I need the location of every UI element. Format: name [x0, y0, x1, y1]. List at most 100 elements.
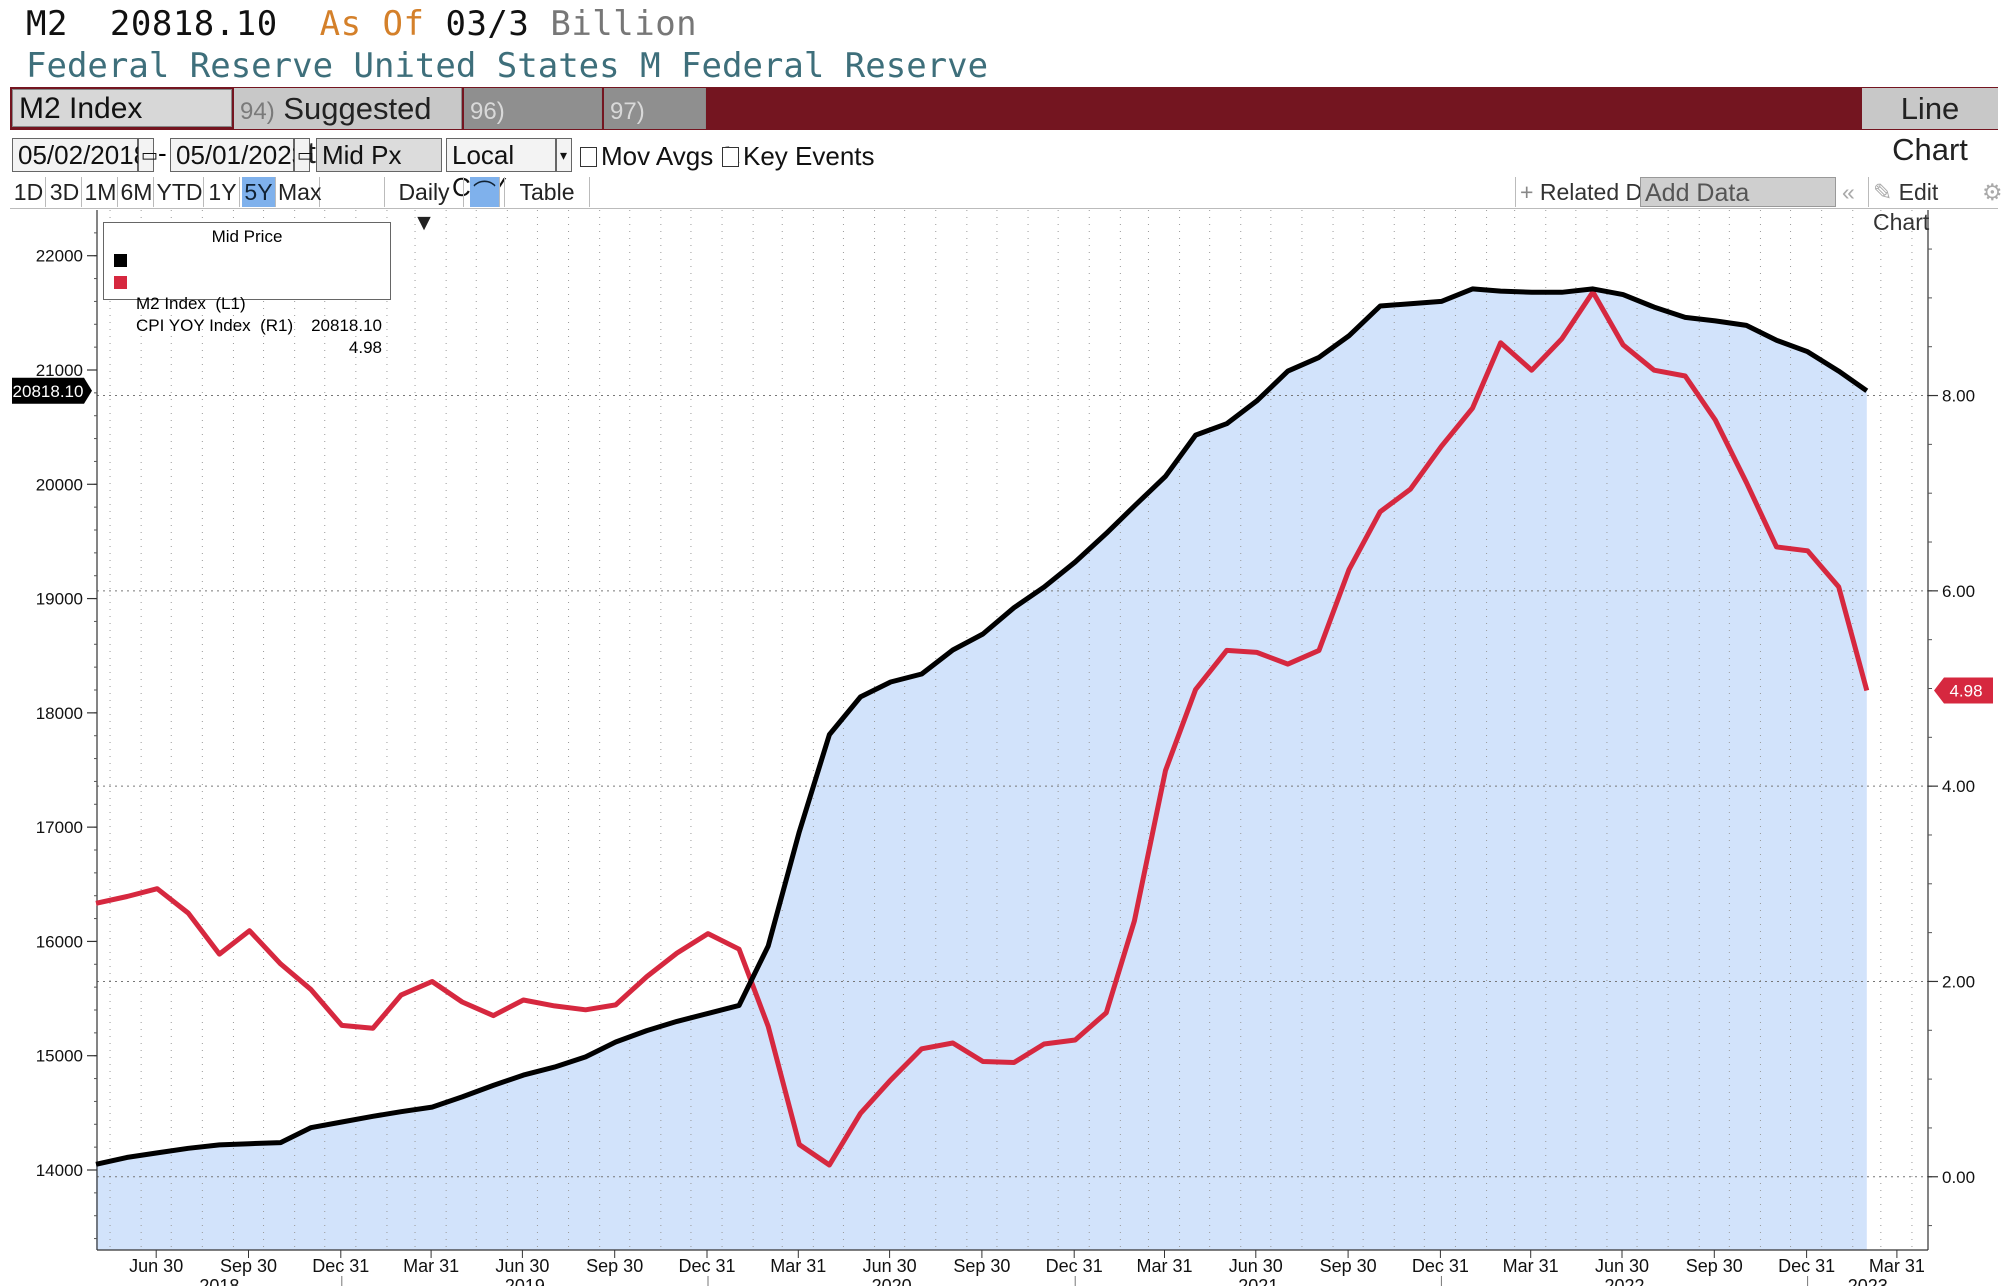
x-year-label: 2022 — [1604, 1276, 1644, 1286]
range-button-3d[interactable]: 3D — [48, 177, 82, 207]
left-tick-label: 18000 — [36, 704, 83, 723]
m2-last-tag — [12, 377, 92, 404]
price-field-select[interactable]: Mid Px — [316, 138, 442, 172]
actions-button[interactable]: 96) Actions ▾ — [464, 88, 602, 170]
left-tick-label: 14000 — [36, 1161, 83, 1180]
legend-swatch-cpi — [114, 276, 127, 289]
legend-title: Mid Price — [211, 227, 283, 246]
left-tick-label: 21000 — [36, 361, 83, 380]
edit-chart-label: Edit Chart — [1873, 179, 1939, 235]
x-tick-label: Mar 31 — [1869, 1256, 1925, 1276]
key-events-box[interactable] — [722, 147, 739, 167]
x-tick-label: Jun 30 — [863, 1256, 917, 1276]
edit-num: 97) — [610, 98, 645, 125]
add-data-input[interactable]: Add Data — [1640, 177, 1836, 207]
x-year-label: 2018 — [199, 1276, 239, 1286]
collapse-icon[interactable]: « — [1842, 179, 1855, 205]
mov-avgs-label: Mov Avgs — [601, 141, 714, 171]
legend-item-m2: M2 Index (L1) 20818.10 — [114, 249, 382, 335]
suggested-num: 94) — [240, 98, 275, 125]
right-tick-label: 6.00 — [1942, 582, 1975, 601]
security-header: M2 20818.10 As Of 03/3 Billion — [26, 4, 697, 44]
x-tick-label: Jun 30 — [129, 1256, 183, 1276]
m2-line — [95, 286, 1869, 1167]
security-description: Federal Reserve United States M Federal … — [26, 46, 989, 86]
as-of-date: 03/3 — [445, 4, 530, 44]
related-data-label: Related Data — [1539, 179, 1642, 205]
x-tick-label: Dec 31 — [1046, 1256, 1103, 1276]
x-tick-label: Sep 30 — [953, 1256, 1010, 1276]
right-tick-label: 4.00 — [1942, 777, 1975, 796]
x-year-label: 2019 — [505, 1276, 545, 1286]
last-value: 20818.10 — [109, 4, 278, 44]
settings-gear-icon[interactable]: ⚙ — [1982, 179, 2002, 205]
end-calendar-icon[interactable]: ▭ — [294, 138, 314, 172]
range-button-5y[interactable]: 5Y — [242, 177, 276, 207]
edit-chart-pencil-icon: ✎ — [1873, 179, 1893, 205]
x-tick-label: Sep 30 — [586, 1256, 643, 1276]
x-year-label: 2020 — [872, 1276, 912, 1286]
mov-avgs-box[interactable] — [580, 147, 597, 167]
unit-label: Billion — [550, 4, 698, 44]
range-bar: 1D 3D 1M 6M YTD 1Y 5Y Max Daily ▼ ⌒ Table + Rel… — [10, 177, 2002, 235]
legend-value-cpi: 4.98 — [348, 338, 382, 357]
x-year-label: 2023 — [1848, 1276, 1888, 1286]
edit-button[interactable]: 97) Edit ▾ — [604, 88, 706, 170]
currency-select[interactable]: Local CCY — [446, 138, 556, 202]
m2-last-label: 20818.10 — [13, 382, 84, 401]
start-date-input[interactable]: 05/02/2018 — [12, 138, 148, 172]
as-of-label: As Of — [319, 4, 425, 44]
x-tick-label: Dec 31 — [1778, 1256, 1835, 1276]
x-tick-label: Dec 31 — [312, 1256, 369, 1276]
cpi-last-tag — [1934, 677, 1993, 704]
mov-avgs-checkbox[interactable]: Mov Avgs ✎ — [580, 142, 742, 170]
x-tick-label: Jun 30 — [1229, 1256, 1283, 1276]
legend-value-m2: 20818.10 — [311, 316, 382, 335]
key-events-checkbox[interactable]: Key Events — [722, 142, 875, 170]
table-button[interactable]: Table — [504, 177, 590, 207]
end-date-input[interactable]: 05/01/2023 — [170, 138, 306, 172]
range-button-1y[interactable]: 1Y — [206, 177, 240, 207]
key-events-label: Key Events — [743, 141, 875, 171]
x-tick-label: Dec 31 — [678, 1256, 735, 1276]
left-tick-label: 19000 — [36, 590, 83, 609]
start-calendar-icon[interactable]: ▭ — [138, 138, 158, 172]
currency-dropdown-icon[interactable]: ▾ — [556, 138, 572, 172]
left-tick-label: 22000 — [36, 247, 83, 266]
edit-label: Edit ▾ — [610, 135, 688, 170]
legend-item-cpi: CPI YOY Index (R1) 4.98 — [114, 271, 382, 357]
plus-icon: + — [1520, 179, 1534, 205]
toolbar: M2 Index 94) Suggested Charts 96) Action… — [10, 87, 1998, 170]
x-tick-label: Sep 30 — [220, 1256, 277, 1276]
legend-swatch-m2 — [114, 254, 127, 267]
left-tick-label: 16000 — [36, 932, 83, 951]
ticker-label: M2 — [26, 4, 68, 44]
range-button-ytd[interactable]: YTD — [156, 177, 204, 207]
x-tick-label: Mar 31 — [1503, 1256, 1559, 1276]
date-dash: - — [158, 138, 167, 168]
edit-chart-button[interactable]: ✎ Edit Chart — [1868, 177, 1985, 235]
legend-name-m2: M2 Index (L1) — [136, 294, 246, 313]
x-year-label: 2021 — [1238, 1276, 1278, 1286]
security-field[interactable]: M2 Index — [12, 89, 232, 127]
x-tick-label: Mar 31 — [1136, 1256, 1192, 1276]
suggested-charts-button[interactable]: 94) Suggested Charts — [234, 88, 462, 170]
chart-type-button[interactable]: Line Chart — [1862, 88, 1998, 167]
actions-num: 96) — [470, 98, 505, 125]
x-tick-label: Jun 30 — [495, 1256, 549, 1276]
range-button-6m[interactable]: 6M — [120, 177, 154, 207]
x-tick-label: Jun 30 — [1595, 1256, 1649, 1276]
range-button-1d[interactable]: 1D — [12, 177, 46, 207]
range-button-max[interactable]: Max — [278, 177, 322, 207]
left-tick-label: 15000 — [36, 1047, 83, 1066]
cpi-last-label: 4.98 — [1949, 681, 1982, 700]
line-style-icon[interactable]: ⌒ — [470, 177, 500, 207]
legend-name-cpi: CPI YOY Index (R1) — [136, 316, 294, 335]
left-tick-label: 17000 — [36, 818, 83, 837]
range-button-1m[interactable]: 1M — [84, 177, 118, 207]
related-data-button[interactable]: + Related Data — [1515, 177, 1642, 207]
m2-area-fill — [95, 288, 1867, 1250]
right-tick-label: 0.00 — [1942, 1168, 1975, 1187]
date-controls: 05/02/2018 ▭ - 05/01/2023 ▭ Mid Px Local… — [10, 138, 1998, 202]
frequency-select[interactable]: Daily ▼ — [384, 177, 464, 235]
